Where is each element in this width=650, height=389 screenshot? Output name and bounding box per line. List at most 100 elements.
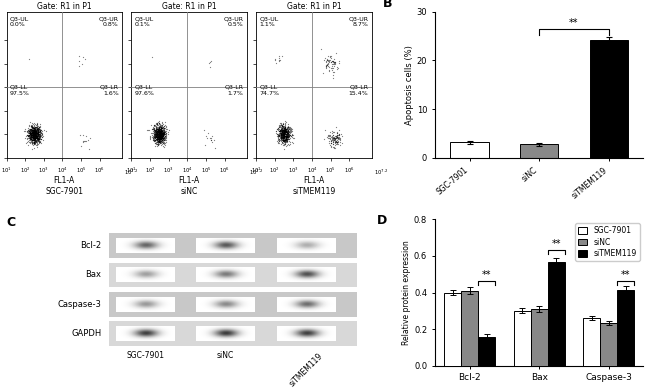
Point — [26, 131, 36, 137]
Point — [157, 130, 168, 136]
Text: D: D — [376, 214, 387, 226]
Point — [26, 132, 36, 138]
Point — [150, 129, 160, 135]
Point — [159, 128, 169, 134]
Point — [333, 65, 343, 71]
Point — [25, 129, 35, 135]
Point — [156, 126, 166, 132]
Bar — [462, 291, 478, 366]
Point — [150, 127, 160, 133]
Point — [156, 131, 166, 138]
Point — [274, 127, 285, 133]
Point — [154, 127, 164, 133]
Point — [31, 133, 41, 140]
Point — [25, 132, 35, 138]
Point — [276, 135, 286, 141]
Point — [151, 131, 161, 137]
Point — [276, 127, 287, 133]
Point — [154, 136, 164, 142]
Point — [32, 135, 42, 141]
Point — [78, 138, 88, 144]
Point — [332, 134, 343, 140]
Point — [283, 123, 293, 129]
Point — [150, 127, 160, 133]
Point — [280, 129, 291, 135]
Point — [27, 134, 38, 140]
Point — [280, 129, 290, 135]
Point — [157, 128, 168, 135]
Point — [156, 139, 166, 145]
Point — [330, 135, 340, 141]
Point — [154, 134, 164, 140]
Point — [157, 135, 167, 142]
Point — [23, 125, 33, 131]
Point — [154, 130, 164, 137]
Point — [155, 131, 165, 137]
Point — [153, 126, 163, 132]
Point — [27, 146, 37, 152]
Point — [30, 131, 40, 137]
Point — [29, 133, 39, 139]
Point — [278, 131, 289, 137]
Point — [31, 125, 42, 131]
Point — [23, 133, 34, 139]
Point — [31, 130, 41, 136]
Point — [29, 124, 40, 130]
Point — [280, 137, 290, 144]
Point — [149, 133, 159, 139]
Point — [270, 60, 281, 67]
Point — [34, 135, 45, 141]
Point — [156, 131, 166, 138]
Point — [322, 60, 333, 67]
Point — [155, 123, 166, 130]
Point — [276, 134, 286, 140]
Point — [279, 137, 289, 143]
Point — [30, 128, 40, 134]
Point — [34, 124, 45, 130]
Point — [334, 134, 345, 140]
Point — [281, 137, 292, 144]
Point — [328, 141, 338, 147]
Point — [278, 121, 289, 127]
Point — [278, 123, 288, 129]
Point — [200, 133, 211, 140]
Point — [150, 132, 160, 138]
Point — [277, 132, 287, 138]
Point — [281, 127, 292, 133]
Point — [281, 126, 291, 132]
Point — [30, 136, 40, 142]
Point — [280, 128, 290, 134]
Point — [34, 139, 45, 145]
Point — [25, 119, 36, 125]
Point — [280, 121, 291, 127]
Point — [153, 136, 164, 142]
Point — [285, 133, 296, 139]
Point — [155, 131, 166, 137]
Point — [154, 131, 164, 137]
Point — [33, 132, 44, 138]
Point — [33, 130, 44, 137]
Point — [25, 127, 35, 133]
Point — [25, 128, 36, 134]
Point — [31, 128, 41, 135]
Point — [153, 133, 163, 139]
Point — [151, 131, 162, 138]
Point — [30, 126, 40, 132]
Point — [283, 124, 294, 131]
Point — [281, 137, 292, 144]
Point — [277, 139, 287, 145]
Point — [157, 132, 167, 138]
Point — [276, 133, 286, 139]
Point — [32, 127, 42, 133]
Point — [155, 133, 165, 139]
Point — [274, 120, 285, 126]
Point — [149, 131, 159, 137]
Point — [29, 124, 40, 130]
Point — [278, 128, 289, 135]
Point — [160, 137, 170, 143]
Point — [157, 131, 168, 138]
Point — [28, 127, 38, 133]
Text: Q3-LL
74.7%: Q3-LL 74.7% — [259, 85, 280, 96]
Point — [157, 138, 168, 144]
Point — [147, 54, 157, 60]
